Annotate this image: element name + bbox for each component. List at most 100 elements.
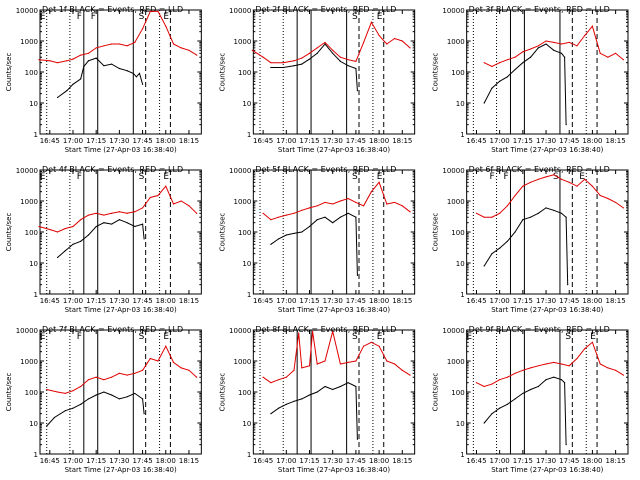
data-point: [49, 60, 51, 62]
series-line-events: [57, 219, 145, 258]
series-line-lld: [252, 21, 411, 64]
data-point: [149, 10, 151, 13]
data-point: [72, 225, 74, 228]
data-point: [378, 345, 380, 347]
data-point: [262, 376, 264, 378]
marker-label: S: [352, 12, 358, 22]
data-point: [134, 372, 136, 374]
y-tick-label: 10000: [16, 167, 38, 175]
data-point: [529, 48, 532, 50]
y-axis-label: Counts/sec: [5, 373, 13, 412]
data-point: [560, 363, 563, 365]
x-tick-label: 18:15: [606, 457, 626, 465]
data-point: [87, 52, 90, 54]
data-point: [83, 65, 85, 68]
y-tick-label: 1000: [20, 198, 38, 206]
x-tick-label: 17:00: [63, 457, 83, 465]
y-tick-label: 10: [456, 420, 465, 428]
data-point: [537, 178, 539, 180]
data-point: [293, 60, 295, 62]
data-point: [188, 49, 190, 51]
data-point: [355, 385, 357, 388]
x-axis-label: Start Time (27-Apr-03 16:38:40): [65, 146, 177, 154]
data-point: [126, 70, 128, 72]
y-tick-label: 10000: [442, 167, 464, 175]
data-point: [103, 45, 105, 47]
data-point: [363, 205, 365, 207]
x-tick-label: 17:15: [86, 297, 106, 305]
data-point: [53, 416, 56, 419]
plot-frame: [466, 169, 629, 295]
data-point: [324, 41, 326, 44]
y-tick-label: 100: [451, 389, 464, 397]
data-point: [64, 392, 66, 395]
x-tick-label: 17:15: [86, 137, 106, 145]
marker-label: E: [163, 172, 169, 182]
x-tick-label: 16:45: [466, 297, 486, 305]
x-tick-label: 18:15: [179, 457, 199, 465]
data-point: [560, 379, 563, 381]
data-point: [475, 212, 478, 214]
data-point: [64, 227, 66, 230]
data-point: [141, 369, 144, 371]
data-point: [568, 365, 570, 367]
y-tick-label: 1: [460, 451, 464, 459]
data-point: [491, 413, 493, 415]
series-line-lld: [38, 10, 197, 64]
marker-label: E: [163, 12, 169, 22]
data-point: [378, 181, 380, 183]
data-point: [386, 203, 388, 205]
data-point: [277, 238, 280, 240]
data-point: [165, 185, 167, 187]
data-point: [95, 47, 97, 49]
data-point: [180, 200, 182, 202]
chart-panel: Det 1f BLACK = Events, RED = LLD 1 10 100 10…: [5, 5, 202, 154]
data-point: [386, 360, 388, 362]
data-point: [270, 413, 272, 415]
data-point: [553, 361, 555, 364]
y-tick-label: 100: [238, 389, 251, 397]
data-point: [563, 56, 566, 58]
data-point: [308, 365, 311, 367]
x-tick-label: 17:00: [490, 297, 510, 305]
marker-label: E: [163, 332, 169, 342]
data-point: [529, 181, 532, 183]
data-point: [301, 231, 303, 233]
chart-title: Det 6f BLACK = Events, RED = LLD: [469, 165, 610, 174]
x-tick-label: 17:15: [299, 137, 319, 145]
data-point: [87, 398, 90, 400]
data-point: [282, 62, 284, 64]
data-point: [134, 41, 136, 44]
x-tick-label: 18:00: [156, 297, 176, 305]
x-tick-label: 17:45: [559, 297, 579, 305]
data-point: [584, 348, 586, 350]
data-point: [363, 41, 365, 44]
x-tick-label: 17:30: [536, 297, 556, 305]
data-point: [529, 388, 532, 391]
y-tick-label: 1: [247, 451, 251, 459]
x-tick-label: 17:30: [323, 137, 343, 145]
chart-title: Det 9f BLACK = Events, RED = LLD: [469, 325, 610, 334]
data-point: [576, 357, 578, 360]
data-point: [545, 379, 547, 381]
data-point: [143, 238, 145, 240]
data-point: [591, 341, 594, 343]
data-point: [584, 34, 586, 37]
data-point: [262, 212, 264, 214]
plot-frame: [466, 329, 629, 455]
y-tick-label: 100: [25, 229, 38, 237]
data-point: [356, 274, 359, 276]
y-tick-label: 1: [34, 451, 38, 459]
x-tick-label: 17:45: [559, 457, 579, 465]
data-point: [483, 62, 485, 64]
data-point: [66, 90, 68, 92]
x-tick-label: 17:00: [63, 297, 83, 305]
data-point: [615, 52, 617, 54]
data-point: [355, 216, 357, 218]
data-point: [301, 209, 303, 211]
data-point: [56, 256, 59, 259]
data-point: [332, 203, 334, 205]
data-point: [196, 376, 198, 378]
data-point: [506, 59, 508, 61]
data-point: [370, 191, 372, 193]
